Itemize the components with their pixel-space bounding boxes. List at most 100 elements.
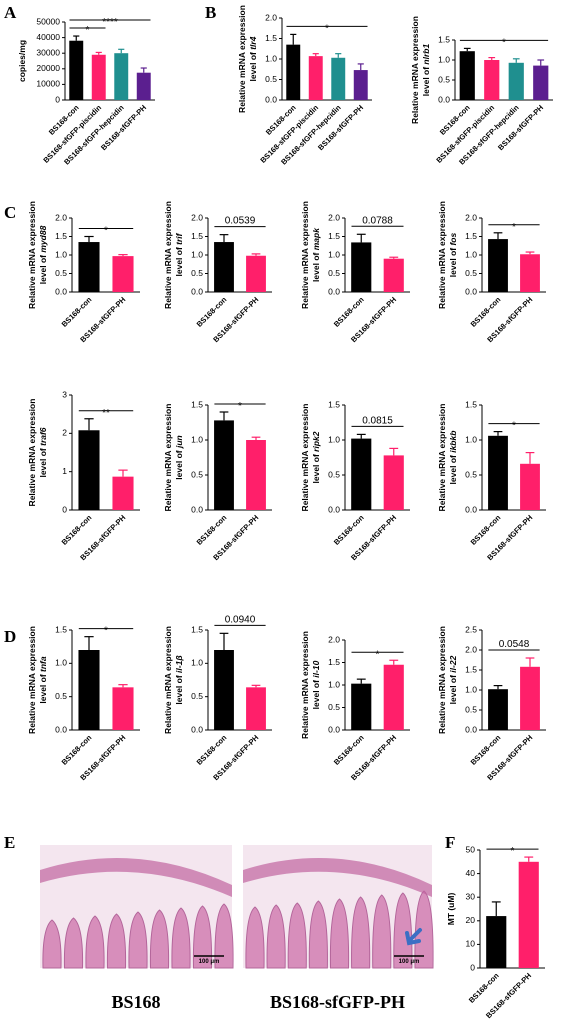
villus (85, 915, 105, 969)
y-tick-label: 2 (62, 428, 67, 438)
y-tick-label: 2.0 (328, 634, 340, 644)
bar (383, 455, 404, 510)
significance-label: 0.0548 (499, 639, 530, 650)
x-tick-label: BS168-con (195, 513, 229, 547)
y-tick-label: 30000 (36, 47, 60, 57)
bar (69, 40, 84, 100)
bar (286, 44, 301, 100)
gene-name: trif (174, 232, 184, 245)
scale-label: 100 μm (399, 959, 420, 965)
bar (78, 430, 100, 510)
y-tick-label: 2.0 (265, 12, 277, 22)
y-axis-label: Relative mRNA expression (163, 626, 173, 734)
y-tick-label: 50000 (36, 16, 60, 26)
y-axis-label-text: Relative mRNA expression (163, 626, 173, 734)
significance-label: 0.0539 (225, 216, 256, 227)
y-tick-label: 2.0 (328, 212, 340, 222)
y-tick-label: 0 (55, 94, 60, 104)
gene-name: mapk (311, 227, 321, 250)
y-tick-label: 0.5 (191, 469, 203, 479)
villus (214, 903, 234, 969)
bar (459, 51, 475, 100)
y-tick-label: 10000 (36, 79, 60, 89)
y-axis-label: Relative mRNA expression (300, 201, 310, 309)
y-axis-label-text: level of (311, 678, 321, 710)
y-tick-label: 0.5 (328, 469, 340, 479)
y-tick-label: 1.0 (438, 54, 450, 64)
y-axis-label: Relative mRNA expression (300, 404, 310, 512)
y-axis-label-text: level of (248, 50, 258, 82)
significance-label: * (238, 401, 242, 412)
gene-name: traf6 (38, 427, 48, 446)
y-tick-label: 0.0 (438, 94, 450, 104)
x-tick-label: BS168-con (332, 733, 366, 767)
y-axis-label-text: Relative mRNA expression (300, 201, 310, 309)
gene-name: il-10 (311, 660, 321, 677)
y-axis-label: level of ikbkb (448, 431, 458, 485)
villus (42, 919, 62, 969)
y-axis-label: Relative mRNA expression (437, 404, 447, 512)
y-tick-label: 0 (62, 504, 67, 514)
significance-label: * (502, 37, 506, 48)
villus (106, 913, 127, 969)
significance-label: 0.0788 (362, 215, 393, 226)
y-tick-label: 1.5 (328, 399, 340, 409)
bar (353, 70, 368, 100)
y-axis-label-text: Relative mRNA expression (300, 404, 310, 512)
y-tick-label: 0.0 (328, 504, 340, 514)
y-tick-label: 1.5 (328, 231, 340, 241)
y-tick-label: 2.0 (465, 644, 477, 654)
y-tick-label: 40000 (36, 32, 60, 42)
y-axis-label-text: Relative mRNA expression (27, 626, 37, 734)
y-axis-label-text: copies/mg (17, 40, 27, 82)
y-tick-label: 0.0 (191, 504, 203, 514)
bar (246, 687, 266, 730)
x-tick-label: BS168-con (60, 733, 94, 767)
bar (520, 254, 540, 292)
gene-name: myd88 (38, 225, 48, 252)
y-axis-label-text: Relative mRNA expression (300, 631, 310, 739)
y-axis-label-text: level of (448, 246, 458, 278)
significance-label: ** (102, 408, 110, 419)
gene-name: ripk2 (311, 431, 321, 452)
y-axis-label-text: Relative mRNA expression (163, 404, 173, 512)
gene-name: nlrb1 (421, 44, 431, 65)
bar (246, 440, 266, 510)
bar (331, 57, 346, 100)
y-axis-label: Relative mRNA expression (27, 201, 37, 309)
x-tick-label: BS168-con (467, 971, 501, 1005)
y-tick-label: 0.5 (191, 691, 203, 701)
y-axis-label: level of fos (448, 233, 458, 278)
bar (214, 242, 234, 292)
x-tick-label: BS168-con (60, 295, 94, 329)
y-tick-label: 1.5 (328, 657, 340, 667)
y-axis-label: Relative mRNA expression (163, 404, 173, 512)
y-axis-label: level of il-1β (174, 655, 184, 704)
y-axis-label: level of tlr4 (248, 36, 258, 81)
y-tick-label: 0.0 (465, 286, 477, 296)
y-tick-label: 0.5 (191, 268, 203, 278)
y-axis-label: level of myd88 (38, 225, 48, 284)
bar (383, 664, 404, 730)
scale-label: 100 μm (199, 959, 220, 965)
gene-name: ikbkb (448, 431, 458, 453)
y-tick-label: 1.0 (191, 434, 203, 444)
y-tick-label: 2.0 (465, 212, 477, 222)
x-tick-label: BS168-con (469, 513, 503, 547)
villus (329, 898, 350, 969)
y-tick-label: 50 (466, 844, 476, 854)
villus (308, 900, 328, 969)
villus (63, 917, 84, 969)
villus (287, 902, 307, 969)
y-tick-label: 1.0 (465, 434, 477, 444)
bar (136, 72, 151, 100)
bar (508, 62, 524, 100)
bar (488, 435, 508, 510)
panel-label: E (4, 833, 15, 852)
y-axis-label: Relative mRNA expression (437, 201, 447, 309)
y-axis-label-text: level of (421, 65, 431, 97)
arrow (405, 928, 422, 946)
y-axis-label: Relative mRNA expression (27, 626, 37, 734)
